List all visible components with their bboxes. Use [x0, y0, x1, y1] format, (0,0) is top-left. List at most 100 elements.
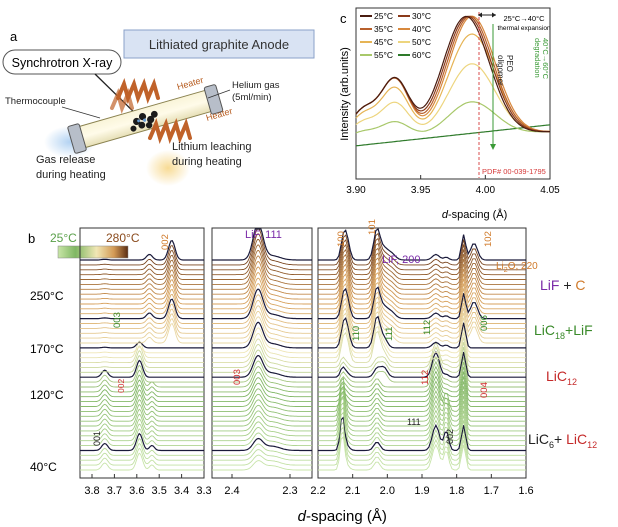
- b-curve: [318, 392, 526, 427]
- helium-line1: Helium gas: [232, 80, 280, 91]
- colorbar-max: 280°C: [106, 231, 140, 245]
- b-curve: [318, 411, 526, 447]
- b-curve: [80, 308, 204, 329]
- c-legend-label: 30°C: [412, 11, 431, 21]
- b-curve: [80, 346, 204, 354]
- b-curve: [80, 418, 204, 437]
- b-curve: [212, 250, 312, 285]
- b-curve: [212, 244, 312, 280]
- b-curve: [212, 382, 312, 403]
- b-curve: [212, 321, 312, 349]
- b-curve: [212, 305, 312, 334]
- c-legend-label: 45°C: [374, 37, 393, 47]
- peo-line1: PEO: [505, 55, 514, 72]
- b-curve: [80, 359, 204, 378]
- synchrotron-label: Synchrotron X-ray: [12, 56, 113, 70]
- b-curve: [80, 432, 204, 452]
- b-curve: [80, 442, 204, 461]
- b-curve: [212, 294, 312, 324]
- b-curve: [318, 301, 526, 334]
- panel-a: a Synchrotron X-ray Lithiated graphite A…: [2, 29, 315, 186]
- b-xtick-label: 3.8: [84, 485, 99, 497]
- phase-lic18-lif: LiC18+LiF: [534, 322, 593, 341]
- b-curve: [212, 288, 312, 320]
- b-curve: [318, 377, 526, 412]
- colorbar: [57, 245, 129, 259]
- b-curve: [80, 447, 204, 466]
- b-curve: [212, 310, 312, 339]
- b-curve: [318, 416, 526, 452]
- b-curve: [212, 327, 312, 354]
- b-curve: [212, 427, 312, 442]
- b-xtick-label: 3.5: [152, 485, 167, 497]
- c-xtick-label: 4.00: [476, 185, 496, 196]
- b-curve: [80, 398, 204, 417]
- b-curve: [318, 431, 526, 466]
- expansion-arrowheads: [478, 12, 496, 18]
- b-curve: [318, 426, 526, 461]
- panel-b: b 25°C 280°C 3.8 3.7 3.6 3.5 3.4 3.3 2.4 2.3 2.2…: [28, 219, 597, 525]
- b-curve: [80, 364, 204, 383]
- lif-111-label: LiF, 111: [245, 229, 282, 241]
- b-curve: [318, 375, 526, 403]
- svg-text:LiC6+ LiC12: LiC6+ LiC12: [528, 431, 597, 450]
- b-curve: [80, 408, 204, 427]
- b-curve: [318, 286, 526, 320]
- b-curve: [318, 360, 526, 388]
- b-curve: [318, 232, 526, 266]
- peak-110: 110: [351, 326, 362, 341]
- b-xtick-label: 1.7: [484, 485, 499, 497]
- b-xtick-label: 3.4: [174, 485, 189, 497]
- b-curve: [212, 415, 312, 432]
- b-curve: [212, 349, 312, 373]
- b-curve: [318, 396, 526, 432]
- peak-002-top: 002: [160, 234, 171, 250]
- b-curve: [318, 281, 526, 315]
- c-legend-label: 25°C: [374, 11, 393, 21]
- temp-250: 250°C: [30, 289, 64, 303]
- b-curve: [318, 350, 526, 378]
- b-curve: [80, 437, 204, 456]
- c-legend-label: 60°C: [412, 50, 431, 60]
- b-curve: [212, 377, 312, 398]
- b-curve: [318, 320, 526, 354]
- b-curve: [212, 393, 312, 412]
- b-xtick-label: 2.3: [282, 485, 297, 497]
- b-curve: [318, 296, 526, 329]
- li2o-label: Li2O, 220: [496, 261, 538, 274]
- b-curve: [80, 423, 204, 442]
- b-curve: [212, 344, 312, 368]
- c-xtick-label: 4.05: [540, 185, 560, 196]
- b-xtick-label: 3.6: [129, 485, 144, 497]
- panel-c-xlabel-italic: d: [442, 209, 449, 221]
- gas-release-line2: during heating: [36, 169, 106, 181]
- panel-c-label: c: [340, 11, 347, 26]
- b-curve: [80, 350, 204, 368]
- panel-c-frame: [355, 7, 551, 180]
- b-curve: [212, 404, 312, 422]
- c-legend-label: 50°C: [412, 37, 431, 47]
- b-curve: [318, 306, 526, 339]
- b-curve: [212, 437, 312, 452]
- b-curve: [212, 239, 312, 276]
- peak-003-red: 003: [232, 369, 243, 385]
- b-curve: [212, 299, 312, 329]
- c-legend-label: 55°C: [374, 50, 393, 60]
- peak-112-red: 112: [420, 370, 431, 385]
- expansion-line1: 25°C→40°C: [503, 14, 545, 23]
- b-curve: [80, 274, 204, 295]
- b-curve: [212, 338, 312, 364]
- b-curve: [318, 247, 526, 280]
- degradation-line1: 40°C→60°C: [541, 38, 550, 80]
- anode-title: Lithiated graphite Anode: [149, 37, 289, 52]
- peak-100: 100: [336, 231, 347, 247]
- b-curve: [80, 269, 204, 290]
- b-curve: [80, 340, 204, 359]
- b-curve: [212, 277, 312, 310]
- phase-lic12: LiC12: [546, 368, 577, 387]
- pdf-label: PDF# 00-039-1795: [482, 167, 546, 176]
- b-curve: [212, 399, 312, 417]
- b-curve: [212, 432, 312, 447]
- leach-glow: [146, 150, 190, 186]
- b-curve: [318, 311, 526, 344]
